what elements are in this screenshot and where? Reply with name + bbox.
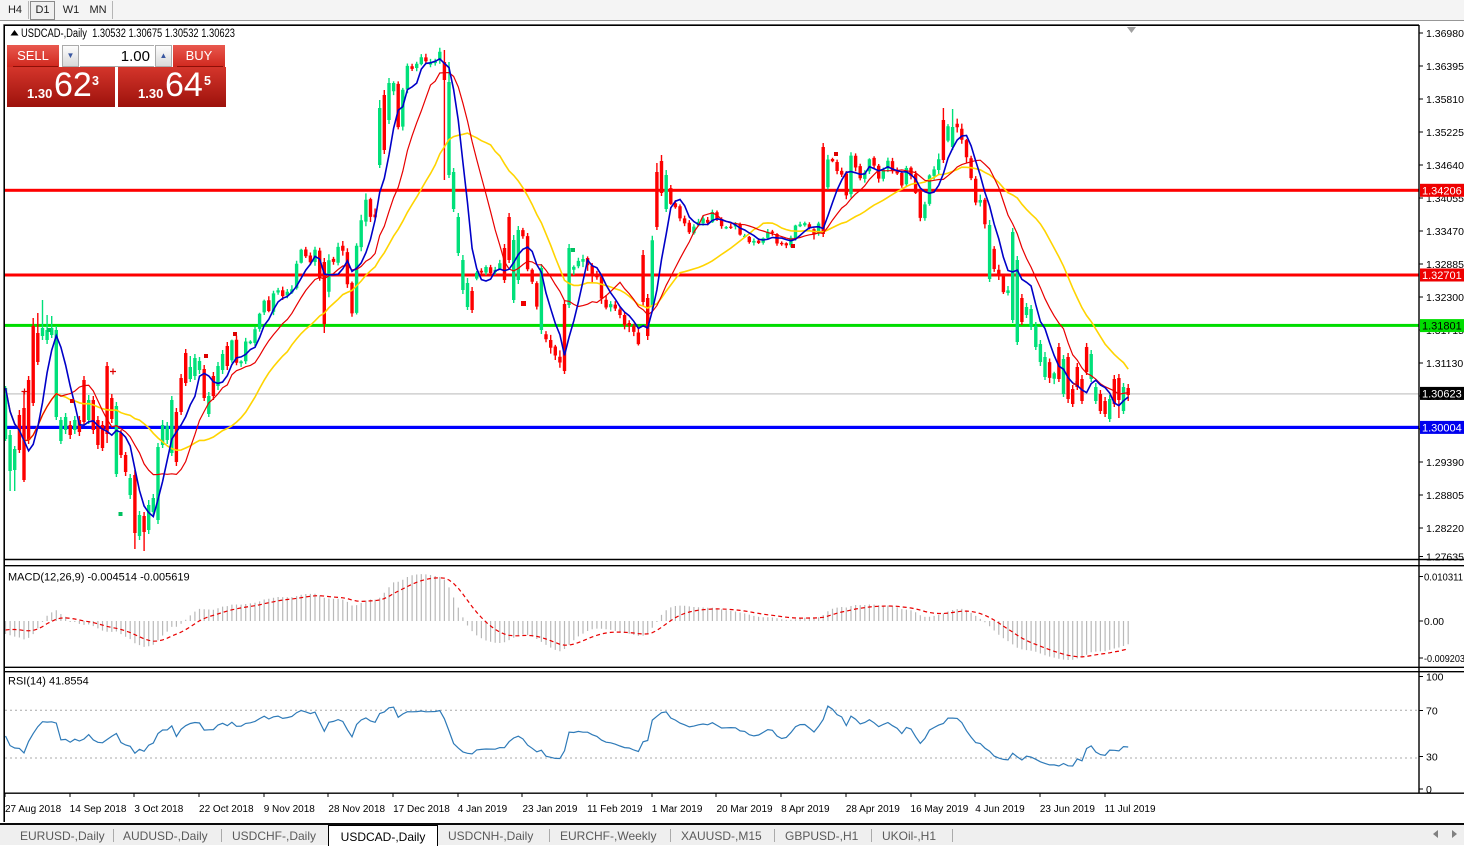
svg-text:0.00: 0.00 [1424,617,1444,628]
svg-text:1.30623: 1.30623 [1422,388,1462,400]
svg-text:22 Oct 2018: 22 Oct 2018 [199,804,254,815]
svg-text:11 Jul 2019: 11 Jul 2019 [1105,804,1156,815]
svg-text:1.33470: 1.33470 [1426,226,1464,238]
svg-text:1.31130: 1.31130 [1426,358,1463,370]
svg-text:11 Feb 2019: 11 Feb 2019 [587,804,643,815]
svg-text:1.35225: 1.35225 [1426,127,1464,139]
svg-text:17 Dec 2018: 17 Dec 2018 [393,804,450,815]
svg-text:1.30004: 1.30004 [1422,422,1462,434]
svg-text:70: 70 [1426,706,1438,718]
svg-text:4 Jan 2019: 4 Jan 2019 [458,804,508,815]
svg-text:30: 30 [1426,752,1438,764]
svg-text:4 Jun 2019: 4 Jun 2019 [975,804,1025,815]
svg-text:27 Aug 2018: 27 Aug 2018 [5,804,62,815]
svg-text:1.28805: 1.28805 [1426,490,1464,502]
svg-text:1.32300: 1.32300 [1426,292,1464,304]
svg-text:RSI(14) 41.8554: RSI(14) 41.8554 [8,676,89,688]
svg-text:1.36395: 1.36395 [1426,61,1464,73]
svg-text:23 Jun 2019: 23 Jun 2019 [1040,804,1095,815]
svg-text:1.32701: 1.32701 [1422,270,1462,282]
svg-text:MACD(12,26,9) -0.004514 -0.005: MACD(12,26,9) -0.004514 -0.005619 [8,572,190,584]
svg-text:3 Oct 2018: 3 Oct 2018 [134,804,183,815]
svg-text:1.34206: 1.34206 [1422,185,1462,197]
svg-text:23 Jan 2019: 23 Jan 2019 [522,804,577,815]
svg-text:20 Mar 2019: 20 Mar 2019 [716,804,773,815]
svg-text:-0.009203: -0.009203 [1424,654,1464,665]
svg-text:0: 0 [1426,784,1432,796]
svg-text:1.35810: 1.35810 [1426,94,1464,106]
svg-text:1.27635: 1.27635 [1426,552,1464,564]
svg-text:14 Sep 2018: 14 Sep 2018 [70,804,127,815]
svg-text:100: 100 [1426,672,1444,684]
svg-text:0.010311: 0.010311 [1424,573,1463,584]
svg-text:1.31801: 1.31801 [1422,321,1462,333]
svg-text:1.34640: 1.34640 [1426,160,1464,172]
svg-text:9 Nov 2018: 9 Nov 2018 [264,804,316,815]
svg-text:1.28220: 1.28220 [1426,523,1464,535]
svg-text:USDCAD-,Daily 1.30532 1.30675: USDCAD-,Daily 1.30532 1.30675 1.30532 1.… [21,28,235,40]
svg-text:28 Apr 2019: 28 Apr 2019 [846,804,900,815]
svg-text:1.36980: 1.36980 [1426,28,1464,40]
svg-text:16 May 2019: 16 May 2019 [911,804,969,815]
svg-text:8 Apr 2019: 8 Apr 2019 [781,804,830,815]
svg-text:28 Nov 2018: 28 Nov 2018 [328,804,385,815]
svg-text:1.29390: 1.29390 [1426,457,1464,469]
svg-text:1.32885: 1.32885 [1426,259,1464,271]
svg-text:1 Mar 2019: 1 Mar 2019 [652,804,703,815]
